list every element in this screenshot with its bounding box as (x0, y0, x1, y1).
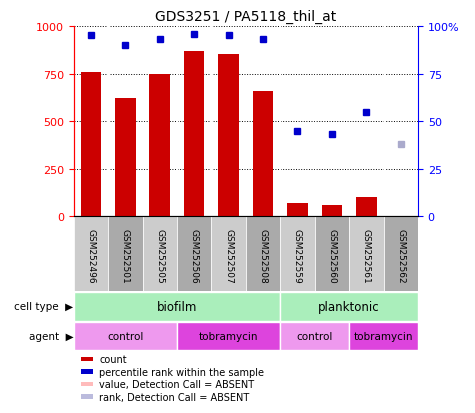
Bar (384, 217, 418, 292)
Bar (287, 204, 308, 217)
Bar (246, 217, 280, 292)
Bar (149, 74, 170, 217)
Text: count: count (99, 354, 127, 364)
Bar (253, 91, 274, 217)
Text: GSM252562: GSM252562 (396, 228, 405, 282)
Bar (280, 292, 418, 321)
Bar (356, 198, 377, 217)
Text: GSM252507: GSM252507 (224, 228, 233, 282)
Text: GSM252496: GSM252496 (86, 228, 95, 282)
Bar (74, 323, 177, 350)
Text: GSM252501: GSM252501 (121, 228, 130, 282)
Text: biofilm: biofilm (157, 300, 197, 313)
Bar (74, 217, 108, 292)
Text: tobramycin: tobramycin (199, 331, 258, 341)
Title: GDS3251 / PA5118_thil_at: GDS3251 / PA5118_thil_at (155, 10, 336, 24)
Bar (280, 323, 349, 350)
Bar (177, 323, 280, 350)
Text: rank, Detection Call = ABSENT: rank, Detection Call = ABSENT (99, 392, 250, 401)
Text: cell type  ▶: cell type ▶ (15, 302, 74, 312)
Bar (349, 323, 418, 350)
Bar (280, 217, 314, 292)
Text: agent  ▶: agent ▶ (29, 331, 74, 341)
Bar (81, 72, 101, 217)
Text: GSM252560: GSM252560 (327, 228, 336, 282)
Bar (211, 217, 246, 292)
Text: GSM252561: GSM252561 (362, 228, 371, 282)
Text: value, Detection Call = ABSENT: value, Detection Call = ABSENT (99, 379, 255, 389)
Text: planktonic: planktonic (318, 300, 380, 313)
Bar (349, 217, 384, 292)
Bar (142, 217, 177, 292)
Bar (81, 394, 93, 399)
Bar (314, 217, 349, 292)
Bar (184, 52, 204, 217)
Bar (218, 55, 239, 217)
Text: GSM252506: GSM252506 (190, 228, 199, 282)
Text: tobramycin: tobramycin (354, 331, 413, 341)
Bar (322, 205, 342, 217)
Bar (115, 99, 136, 217)
Text: percentile rank within the sample: percentile rank within the sample (99, 367, 265, 377)
Bar (108, 217, 142, 292)
Text: control: control (107, 331, 143, 341)
Text: GSM252505: GSM252505 (155, 228, 164, 282)
Text: GSM252508: GSM252508 (258, 228, 267, 282)
Bar (177, 217, 211, 292)
Bar (74, 292, 280, 321)
Bar (81, 369, 93, 374)
Bar (81, 357, 93, 361)
Text: control: control (296, 331, 333, 341)
Text: GSM252559: GSM252559 (293, 228, 302, 282)
Bar (81, 382, 93, 386)
